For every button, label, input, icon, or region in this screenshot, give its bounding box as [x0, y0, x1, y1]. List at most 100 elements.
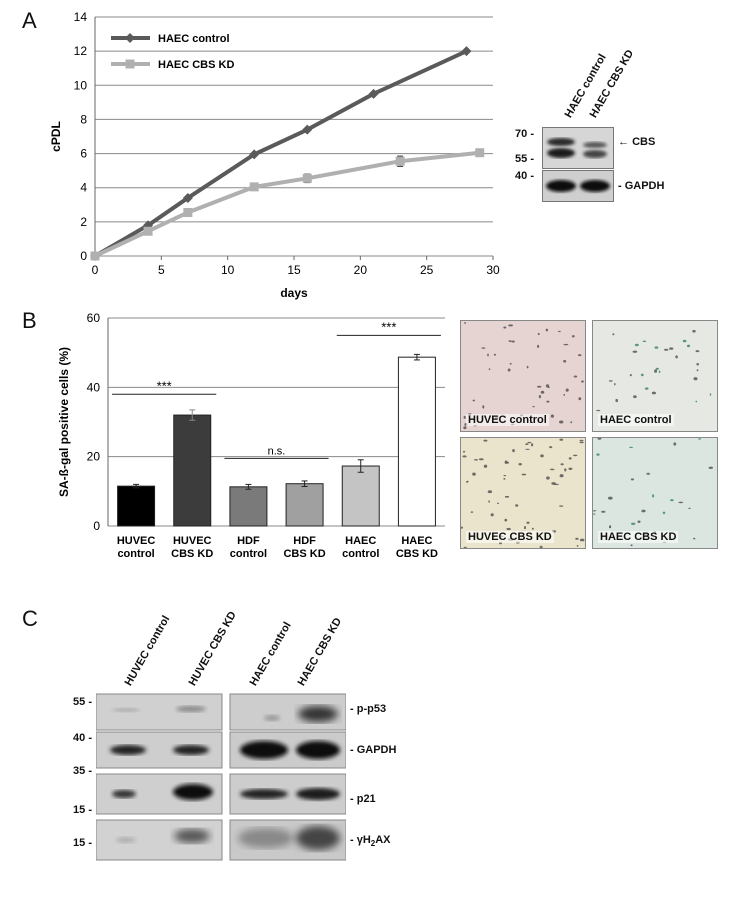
- cell-speck: [472, 399, 476, 402]
- cell-speck: [531, 443, 534, 447]
- micrograph-label: HAEC CBS KD: [598, 531, 679, 543]
- micrograph-haec-control-texture: [593, 321, 717, 431]
- cell-speck: [488, 368, 491, 371]
- cell-speck: [579, 441, 584, 444]
- cell-speck: [633, 395, 637, 399]
- cell-speck: [682, 339, 687, 343]
- cell-speck: [507, 368, 511, 372]
- data-point: [143, 226, 153, 236]
- cell-speck: [696, 363, 699, 366]
- category-label: HAEC: [401, 535, 432, 547]
- bar: [229, 486, 268, 527]
- cell-speck: [640, 373, 644, 377]
- y-tick-label: 6: [80, 147, 87, 161]
- line-chart-cpdl: 0 2 4 6 8 10 12 14 0 5 10 15 20 25 30 days cPDL HAEC cont…: [49, 10, 500, 300]
- cell-speck: [546, 400, 550, 403]
- blot-a-gapdh-label: - GAPDH: [618, 180, 665, 192]
- cell-speck: [576, 545, 579, 547]
- micrograph-label: HAEC control: [598, 414, 674, 426]
- cell-speck: [557, 330, 561, 333]
- cell-speck: [509, 363, 512, 365]
- cell-speck: [506, 527, 511, 531]
- micrograph-label: HUVEC CBS KD: [466, 531, 554, 543]
- blot-c-label-gapdh: - GAPDH: [350, 744, 397, 756]
- cell-speck: [470, 511, 474, 513]
- data-point: [249, 182, 259, 192]
- mw-marker-55-c: 55 -: [73, 696, 92, 708]
- panel-label-c: C: [22, 606, 38, 631]
- blot-row-p-p53-left: [96, 693, 223, 731]
- cell-speck: [537, 344, 540, 348]
- data-point: [90, 251, 100, 261]
- mw-marker-15-c2: 15 -: [73, 837, 92, 849]
- cell-speck: [695, 400, 698, 403]
- panel-label-a: A: [22, 8, 37, 33]
- data-point: [183, 207, 193, 217]
- cell-speck: [654, 346, 659, 349]
- cell-speck: [658, 370, 661, 374]
- cell-speck: [504, 460, 508, 464]
- cell-speck: [537, 332, 540, 336]
- micrograph-background: [593, 438, 717, 548]
- bar: [173, 414, 212, 527]
- blot-c-lane-haec-cbs-kd: HAEC CBS KD: [295, 615, 345, 688]
- cell-speck: [654, 369, 658, 373]
- cell-speck: [518, 463, 522, 466]
- cell-speck: [539, 545, 543, 548]
- category-label: CBS KD: [283, 548, 325, 560]
- series-line: [94, 150, 480, 258]
- cell-speck: [708, 466, 713, 469]
- data-point: [461, 46, 472, 57]
- cell-speck: [597, 438, 602, 440]
- cell-speck: [461, 526, 463, 529]
- y-axis-label: cPDL: [49, 121, 63, 152]
- x-axis-label: days: [280, 286, 308, 300]
- cell-speck: [564, 468, 567, 472]
- arrow-left-icon: ←: [618, 136, 629, 148]
- cell-speck: [675, 355, 678, 359]
- category-label: control: [117, 548, 154, 560]
- data-point: [125, 33, 135, 43]
- cell-speck: [637, 520, 641, 523]
- category-label: CBS KD: [171, 548, 213, 560]
- cell-speck: [508, 324, 513, 327]
- x-tick-label: 10: [221, 263, 235, 277]
- category-label: CBS KD: [396, 548, 438, 560]
- cell-speck: [686, 344, 691, 348]
- cell-speck: [559, 438, 564, 441]
- mw-marker-15-c1: 15 -: [73, 804, 92, 816]
- cell-speck: [524, 526, 526, 530]
- cell-speck: [630, 478, 634, 481]
- micrograph-background: [593, 321, 717, 431]
- cell-speck: [463, 546, 467, 548]
- cell-speck: [483, 464, 488, 468]
- cell-speck: [503, 478, 506, 480]
- y-tick-label: 2: [80, 215, 87, 229]
- cell-speck: [709, 393, 712, 396]
- cell-speck: [568, 467, 573, 470]
- cell-speck: [573, 375, 578, 378]
- cell-speck: [695, 350, 700, 353]
- cell-speck: [651, 391, 656, 395]
- cell-speck: [525, 448, 530, 450]
- cell-speck: [578, 354, 582, 357]
- cell-speck: [515, 504, 519, 507]
- significance-label: n.s.: [268, 445, 286, 457]
- cell-speck: [488, 500, 490, 503]
- cell-speck: [641, 509, 646, 513]
- cell-speck: [508, 340, 512, 342]
- cell-speck: [540, 454, 544, 458]
- cell-speck: [673, 442, 677, 446]
- cell-speck: [678, 501, 684, 504]
- cell-speck: [593, 513, 596, 515]
- cell-speck: [463, 415, 466, 419]
- bar: [397, 356, 436, 527]
- cell-speck: [579, 439, 584, 442]
- bar: [285, 483, 324, 527]
- cell-speck: [521, 473, 527, 476]
- cell-speck: [578, 397, 582, 401]
- y-tick-label: 20: [87, 450, 101, 464]
- data-point: [395, 156, 405, 166]
- blot-a-cbs-label: ← CBS: [618, 136, 655, 148]
